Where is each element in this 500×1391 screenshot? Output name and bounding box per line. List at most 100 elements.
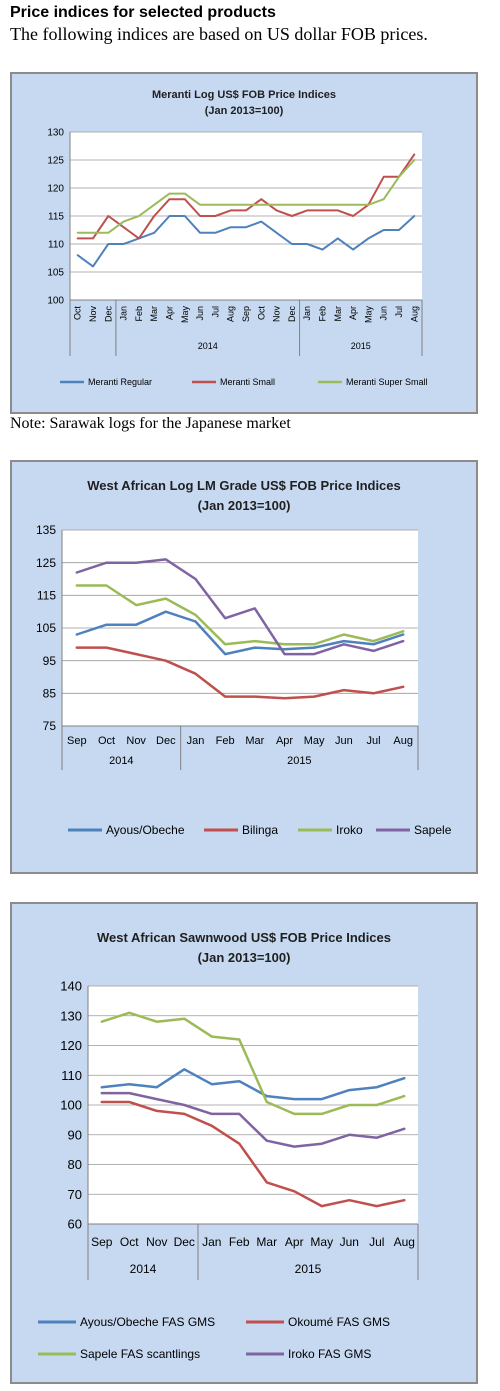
x-tick-label: Sep [67, 735, 87, 747]
chart-west-african-sawnwood: West African Sawnwood US$ FOB Price Indi… [10, 902, 478, 1384]
legend-label: Bilinga [242, 823, 278, 837]
y-tick-label: 95 [43, 654, 57, 668]
x-tick-label: Sep [241, 306, 251, 322]
y-tick-label: 110 [61, 1068, 82, 1083]
legend-label: Ayous/Obeche FAS GMS [80, 1315, 215, 1329]
year-label: 2014 [109, 755, 133, 767]
y-tick-label: 125 [47, 156, 64, 167]
y-tick-label: 120 [47, 184, 64, 195]
chart-note: Note: Sarawak logs for the Japanese mark… [10, 415, 291, 432]
x-tick-label: Oct [73, 306, 83, 321]
series-line [76, 153, 416, 240]
x-tick-label: Feb [229, 1235, 250, 1249]
x-tick-label: Feb [216, 735, 235, 747]
chart-svg: Meranti Log US$ FOB Price Indices (Jan 20… [47, 89, 427, 387]
legend-label: Sapele [414, 823, 452, 837]
year-label: 2015 [287, 755, 311, 767]
series-line [75, 646, 405, 700]
y-tick-label: 115 [37, 589, 56, 603]
x-tick-label: Jan [302, 306, 312, 321]
chart-subtitle: (Jan 2013=100) [205, 105, 284, 117]
year-label: 2014 [198, 341, 218, 351]
x-tick-label: Sep [91, 1235, 113, 1249]
x-tick-label: Dec [174, 1235, 195, 1249]
y-tick-label: 90 [68, 1127, 82, 1142]
x-tick-label: Aug [394, 1235, 415, 1249]
y-tick-label: 100 [60, 1098, 82, 1113]
y-tick-label: 130 [47, 128, 64, 139]
year-label: 2014 [130, 1262, 157, 1276]
series-line [100, 1100, 406, 1208]
y-tick-label: 105 [47, 268, 64, 279]
x-tick-label: Dec [156, 735, 176, 747]
y-tick-label: 80 [68, 1157, 82, 1172]
x-tick-label: Aug [226, 306, 236, 322]
chart-title: West African Log LM Grade US$ FOB Price … [87, 478, 401, 493]
y-tick-label: 110 [48, 240, 64, 251]
x-tick-label: Jan [202, 1235, 221, 1249]
page-subheading: The following indices are based on US do… [10, 24, 428, 44]
x-tick-label: Mar [333, 306, 343, 322]
legend-label: Ayous/Obeche [106, 823, 185, 837]
series-line [100, 1091, 406, 1148]
x-tick-label: Jun [195, 306, 205, 321]
x-tick-label: Feb [134, 306, 144, 322]
x-tick-label: Jul [369, 1235, 384, 1249]
x-tick-label: Jul [394, 306, 404, 318]
chart-svg: West African Log LM Grade US$ FOB Price … [36, 478, 452, 837]
series-line [100, 1068, 406, 1101]
series-line [75, 610, 405, 656]
y-tick-label: 105 [36, 621, 56, 635]
x-tick-label: Apr [285, 1235, 304, 1249]
chart-subtitle: (Jan 2013=100) [198, 498, 291, 513]
x-tick-label: Apr [276, 735, 293, 747]
x-tick-label: Nov [88, 306, 98, 323]
x-tick-label: Jul [210, 306, 220, 318]
x-tick-label: Feb [318, 306, 328, 322]
x-tick-label: Nov [146, 1235, 167, 1249]
x-tick-label: Nov [272, 306, 282, 323]
legend-label: Iroko [336, 823, 363, 837]
x-tick-label: Aug [409, 306, 419, 322]
x-tick-label: Oct [120, 1235, 139, 1249]
x-tick-label: Apr [348, 306, 358, 320]
legend-label: Meranti Small [220, 377, 275, 387]
y-tick-label: 75 [43, 719, 57, 733]
x-tick-label: Aug [393, 735, 413, 747]
series-line [76, 159, 416, 234]
year-label: 2015 [351, 341, 371, 351]
x-tick-label: Oct [98, 735, 115, 747]
y-tick-label: 100 [47, 296, 64, 307]
chart-west-african-log: West African Log LM Grade US$ FOB Price … [10, 460, 478, 874]
x-tick-label: May [180, 306, 190, 324]
y-tick-label: 125 [36, 556, 56, 570]
x-tick-label: Jun [340, 1235, 359, 1249]
x-tick-label: May [304, 735, 325, 747]
legend-label: Meranti Regular [88, 377, 152, 387]
x-tick-label: Dec [287, 306, 297, 323]
legend-label: Sapele FAS scantlings [80, 1347, 200, 1361]
series-line [75, 584, 405, 646]
x-tick-label: Jan [119, 306, 129, 321]
x-tick-label: Nov [126, 735, 146, 747]
y-tick-label: 85 [43, 687, 57, 701]
chart-svg: West African Sawnwood US$ FOB Price Indi… [38, 930, 419, 1361]
x-tick-label: Jan [187, 735, 205, 747]
legend-label: Iroko FAS GMS [288, 1347, 371, 1361]
y-tick-label: 60 [68, 1217, 82, 1232]
series-line [75, 558, 405, 656]
x-tick-label: May [363, 306, 373, 324]
x-tick-label: Jul [366, 735, 380, 747]
year-label: 2015 [295, 1262, 322, 1276]
y-tick-label: 115 [48, 212, 64, 223]
x-tick-label: Dec [103, 306, 113, 323]
y-tick-label: 130 [60, 1008, 82, 1023]
x-tick-label: Mar [149, 306, 159, 322]
legend-label: Okoumé FAS GMS [288, 1315, 390, 1329]
x-tick-label: May [310, 1235, 333, 1249]
y-tick-label: 135 [36, 523, 56, 537]
chart-subtitle: (Jan 2013=100) [198, 950, 291, 965]
x-tick-label: Jun [335, 735, 353, 747]
x-tick-label: Apr [164, 306, 174, 320]
y-tick-label: 70 [68, 1187, 82, 1202]
